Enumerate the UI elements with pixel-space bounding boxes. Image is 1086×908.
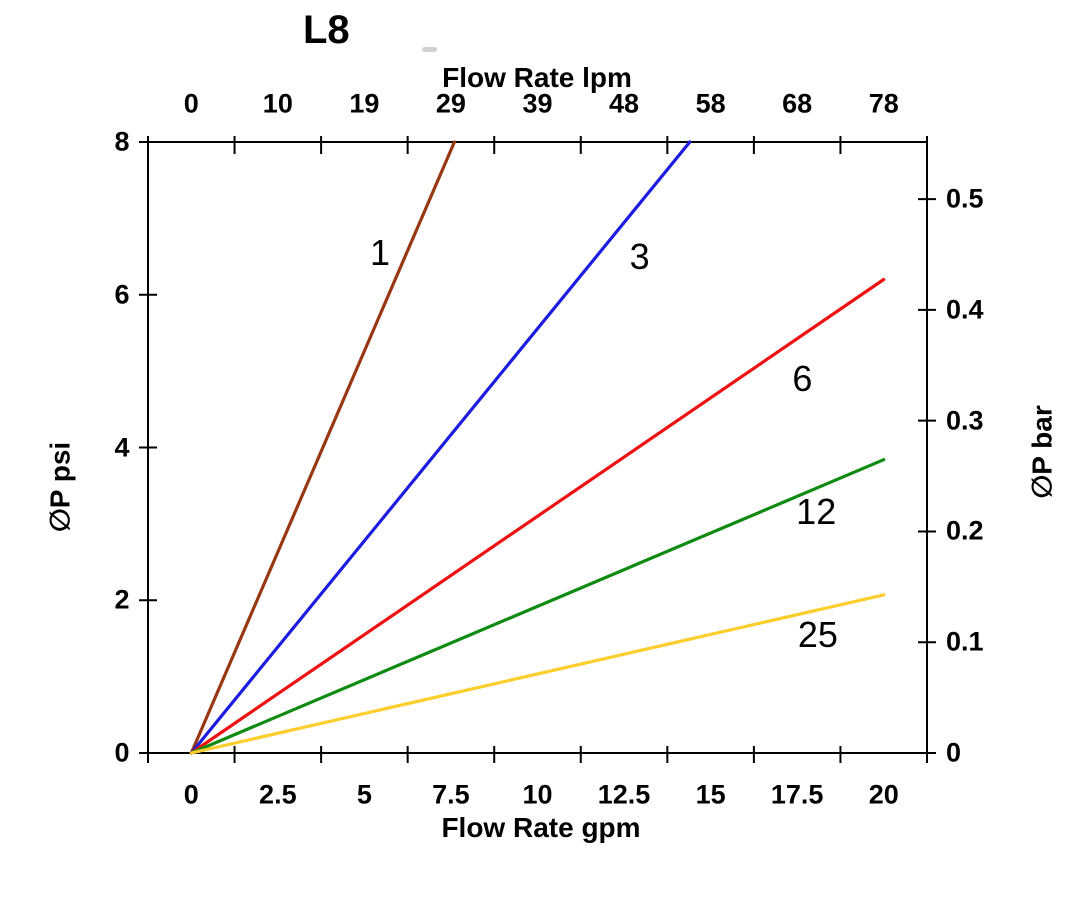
x-top-tick-label: 78 [868, 88, 899, 119]
y-right-tick-label: 0.2 [946, 515, 984, 546]
series-line-3 [189, 140, 692, 755]
x-bottom-tick-label: 15 [695, 779, 726, 810]
chart-title: L8 [303, 8, 350, 52]
x-bottom-tick-label: 12.5 [597, 779, 651, 810]
x-bottom-tick-label: 2.5 [259, 779, 297, 810]
y-right-tick-label: 0 [946, 737, 962, 768]
y-right-tick-label: 0.1 [946, 626, 984, 657]
y-left-tick-label: 0 [114, 737, 130, 768]
x-bottom-tick-label: 10 [522, 779, 553, 810]
series-line-12 [189, 458, 886, 755]
series-line-1 [189, 140, 456, 755]
y-right-tick-label: 0.3 [946, 405, 984, 436]
curve-label-6: 6 [792, 357, 813, 399]
x-top-tick-label: 48 [609, 88, 640, 119]
smudge-mark [422, 47, 437, 52]
x-bottom-tick-label: 5 [356, 779, 372, 810]
x-top-tick-label: 29 [435, 88, 466, 119]
x-top-tick-label: 10 [262, 88, 293, 119]
y-right-tick-label: 0.5 [946, 183, 984, 214]
x-bottom-tick-label: 0 [183, 779, 199, 810]
x-top-tick-label: 19 [349, 88, 380, 119]
x-bottom-tick-label: 7.5 [432, 779, 470, 810]
curve-label-25: 25 [797, 613, 838, 655]
series-line-6 [189, 277, 886, 755]
y-left-tick-label: 2 [114, 584, 130, 615]
curve-label-3: 3 [629, 235, 650, 277]
x-top-tick-label: 39 [522, 88, 553, 119]
curve-label-12: 12 [796, 491, 837, 533]
x-top-tick-label: 68 [782, 88, 813, 119]
y-left-tick-label: 4 [114, 432, 130, 462]
x-top-tick-label: 58 [695, 88, 726, 119]
series-line-25 [189, 593, 886, 755]
curve-label-1: 1 [369, 231, 390, 273]
top-axis-title: Flow Rate lpm [442, 62, 632, 93]
bottom-axis-title: Flow Rate gpm [441, 812, 641, 843]
x-bottom-tick-label: 17.5 [770, 779, 824, 810]
x-top-tick-label: 0 [183, 88, 199, 119]
x-bottom-tick-label: 20 [868, 779, 899, 810]
y-left-tick-label: 8 [114, 126, 130, 157]
y-right-tick-label: 0.4 [946, 294, 984, 325]
y-left-tick-label: 6 [114, 279, 130, 310]
